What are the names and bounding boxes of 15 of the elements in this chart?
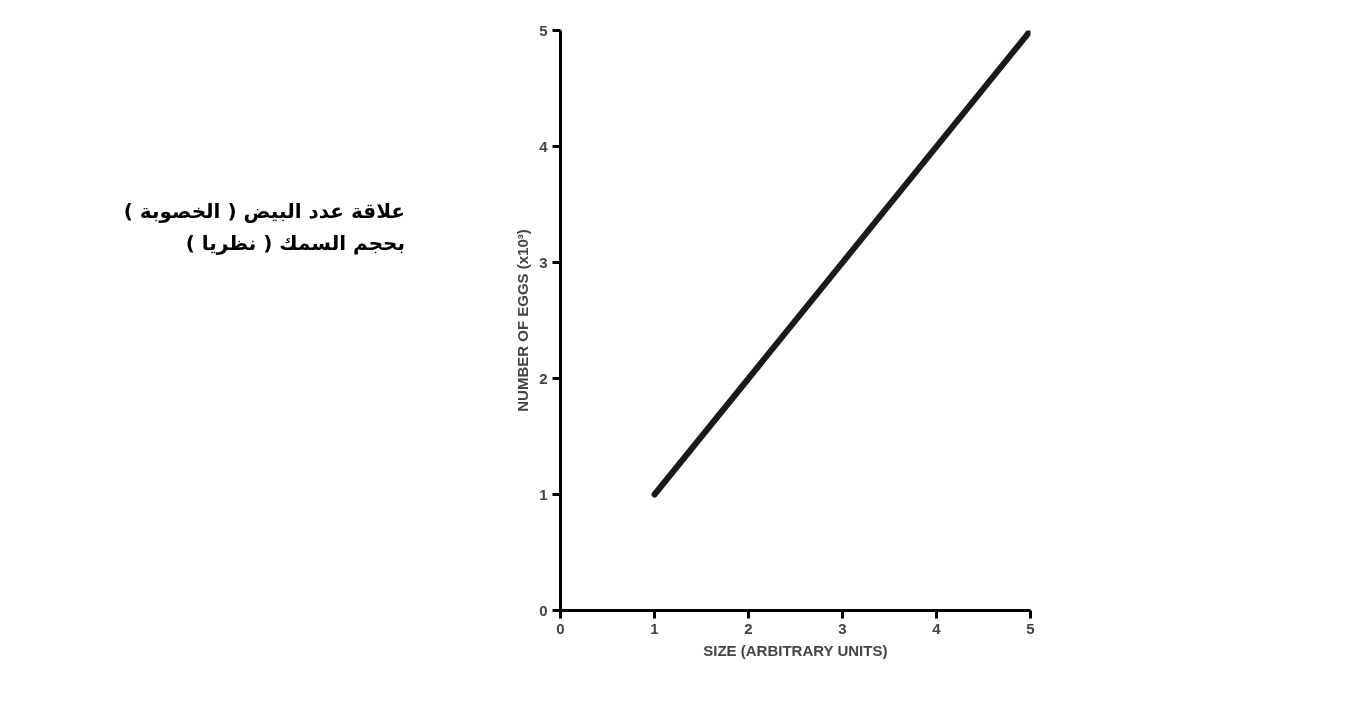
x-tick-label: 2 (744, 619, 753, 637)
y-tick-label: 0 (539, 601, 548, 619)
y-tick-label: 4 (539, 137, 549, 155)
x-tick-label: 4 (932, 619, 942, 637)
x-tick-label: 5 (1026, 619, 1035, 637)
x-tick-label: 3 (838, 619, 847, 637)
x-tick-label: 0 (556, 619, 565, 637)
y-axis-title: NUMBER OF EGGS (x10³) (514, 229, 532, 412)
text: علاقة عدد البيض ( الخصوبة ) بحجم السمك ( نظريا ) (122, 198, 405, 257)
x-tick-label: 1 (650, 619, 659, 637)
y-tick-label: 2 (539, 369, 548, 387)
y-tick-label: 3 (539, 253, 548, 271)
y-tick-label: 5 (539, 21, 548, 39)
x-axis-title: SIZE (ARBITRARY UNITS) (703, 641, 888, 659)
y-tick-label: 1 (539, 485, 548, 503)
